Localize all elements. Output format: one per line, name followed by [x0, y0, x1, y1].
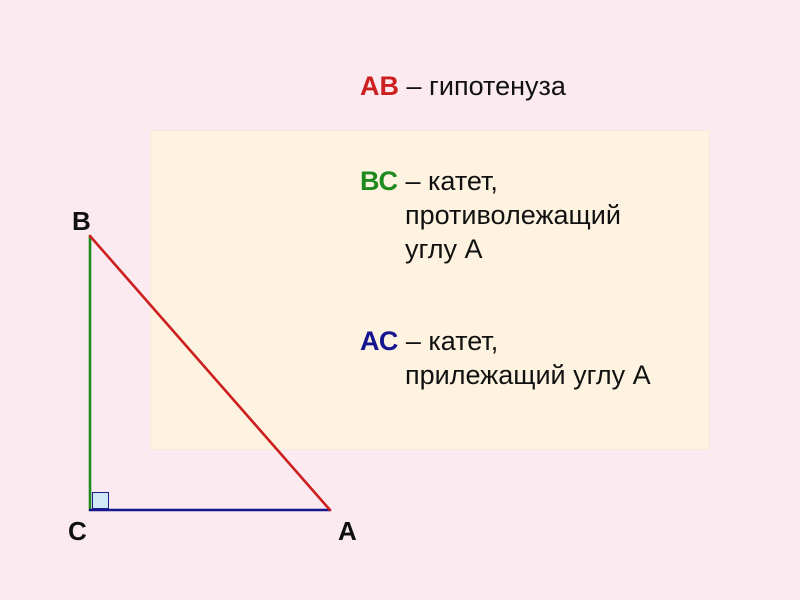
definition-ac-text-2: прилежащий углу А: [360, 359, 651, 393]
vertex-label-a: A: [338, 516, 357, 547]
definition-bc: ВС – катет, противолежащий углу А: [360, 165, 621, 266]
definition-ac-side: АС: [360, 326, 398, 356]
definition-ac-text-1: катет,: [428, 326, 498, 356]
definition-ac-dash: –: [398, 326, 428, 356]
slide-canvas: A B C АВ – гипотенуза ВС – катет, против…: [0, 0, 800, 600]
definition-bc-dash: –: [398, 166, 428, 196]
definition-ab-dash: –: [399, 71, 429, 101]
definition-ac: АС – катет, прилежащий углу А: [360, 325, 651, 393]
definition-bc-text-2: противолежащий: [360, 199, 621, 233]
definition-ab: АВ – гипотенуза: [360, 70, 566, 104]
vertex-label-b: B: [72, 206, 91, 237]
right-angle-marker: [92, 492, 109, 509]
definition-bc-text-3: углу А: [360, 233, 621, 267]
definition-ab-text: гипотенуза: [429, 71, 566, 101]
definition-bc-side: ВС: [360, 166, 398, 196]
definition-ab-side: АВ: [360, 71, 399, 101]
definition-bc-text-1: катет,: [428, 166, 498, 196]
vertex-label-c: C: [68, 516, 87, 547]
